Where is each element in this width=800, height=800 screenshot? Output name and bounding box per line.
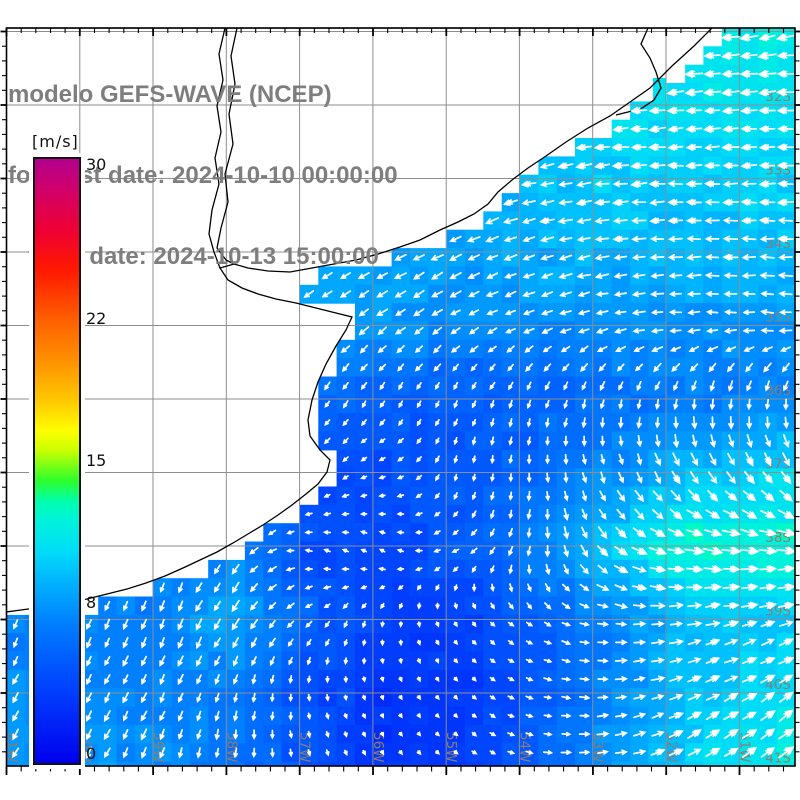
svg-text:55W: 55W bbox=[443, 732, 459, 763]
colorbar-tick-label: 30 bbox=[86, 155, 107, 174]
colorbar-frame bbox=[29, 153, 85, 769]
svg-text:57W: 57W bbox=[297, 732, 313, 763]
map-frame bbox=[0, 27, 800, 775]
svg-text:36S: 36S bbox=[765, 383, 791, 399]
svg-text:56W: 56W bbox=[370, 732, 386, 763]
river-line bbox=[208, 28, 226, 269]
svg-text:37S: 37S bbox=[765, 457, 791, 473]
colorbar-gradient bbox=[33, 157, 81, 765]
svg-text:53W: 53W bbox=[590, 732, 606, 763]
wind-arrows bbox=[11, 33, 795, 766]
colorbar-tick-label: 0 bbox=[86, 744, 97, 763]
svg-text:40S: 40S bbox=[765, 677, 791, 693]
colorbar-tick-label: 8 bbox=[86, 593, 97, 613]
model-title: modelo GEFS-WAVE (NCEP) bbox=[8, 81, 332, 108]
svg-text:51W: 51W bbox=[736, 732, 752, 763]
title-block: modelo GEFS-WAVE (NCEP) forecast date: 2… bbox=[8, 27, 398, 324]
svg-text:54W: 54W bbox=[516, 732, 532, 763]
land-area bbox=[6, 28, 712, 612]
coastline bbox=[6, 28, 713, 613]
svg-text:52W: 52W bbox=[663, 732, 679, 763]
colorbar-tick-label: 22 bbox=[86, 308, 107, 328]
river-line bbox=[216, 28, 238, 265]
colorbar-unit-label: [m/s] bbox=[32, 132, 79, 151]
colorbar-tick-label: 15 bbox=[86, 451, 107, 470]
